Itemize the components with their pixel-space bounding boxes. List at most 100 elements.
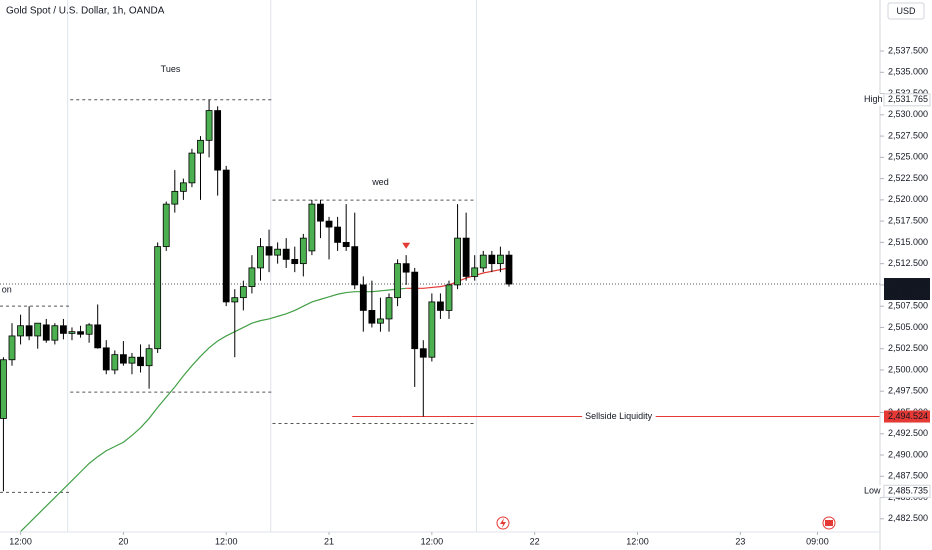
candle-body: [214, 110, 222, 171]
price-tag: [883, 93, 931, 107]
candle-body: [479, 254, 487, 269]
candle-body: [34, 322, 42, 337]
candle-body: [197, 139, 204, 154]
y-tick-label: 2,520.000: [888, 194, 928, 204]
y-tick-label: 2,535.000: [888, 67, 928, 77]
x-tick-label: 22: [530, 536, 540, 546]
candle-body: [68, 331, 76, 334]
plot-area: Sellside Liquidity on Tues wed: [0, 0, 880, 532]
y-tick-label: 2,517.500: [888, 215, 928, 225]
liquidity-label-bg: [582, 409, 656, 422]
candle-body: [334, 226, 342, 243]
y-tick-label: 2,497.500: [888, 386, 928, 396]
x-tick-label: 12:00: [421, 536, 444, 546]
price-tag-label: Low: [864, 486, 881, 496]
candle-body: [8, 335, 16, 361]
candle-body: [282, 248, 290, 260]
price-tag-value: 2,531.765: [888, 94, 928, 104]
y-tick-label: 2,527.500: [888, 130, 928, 140]
candle-body: [257, 246, 264, 269]
candle-body: [205, 110, 213, 141]
candle-body: [60, 325, 67, 334]
y-tick-label: 2,502.500: [888, 343, 928, 353]
candle-body: [454, 237, 461, 286]
candle-body: [325, 220, 333, 228]
candle-body: [368, 310, 376, 324]
moving-average: [20, 287, 407, 532]
candle-body: [239, 286, 247, 299]
last-price-value: 2,510.105: [888, 278, 928, 288]
y-tick-label: 2,512.500: [888, 258, 928, 268]
candle-body: [419, 348, 427, 358]
last-price-tag: [884, 278, 930, 301]
candle-body: [94, 324, 102, 349]
candle-body: [248, 267, 256, 288]
candle-body: [299, 237, 307, 265]
candle-body: [137, 356, 144, 367]
candle-body: [497, 254, 504, 265]
candle-body: [342, 241, 350, 248]
annotation: wed: [371, 177, 389, 187]
candle-body: [162, 203, 170, 248]
candle-body: [17, 325, 24, 337]
flag-icon[interactable]: [822, 516, 836, 530]
candle-body: [51, 325, 59, 341]
candle-body: [128, 356, 136, 364]
countdown: 23:41: [888, 288, 911, 298]
candle-body: [377, 318, 384, 324]
candle-body: [85, 324, 93, 335]
y-tick-label: 2,487.500: [888, 471, 928, 481]
annotation: Tues: [161, 64, 181, 74]
candle-body: [154, 246, 162, 350]
y-tick-label: 2,490.000: [888, 449, 928, 459]
candle-body: [394, 263, 401, 299]
candle-body: [437, 301, 444, 311]
x-tick-label: 12:00: [9, 536, 32, 546]
candle-body: [188, 152, 196, 184]
x-tick-label: 23: [735, 536, 745, 546]
y-tick-label: 2,492.500: [888, 428, 928, 438]
candle-body: [111, 354, 119, 371]
candle-body: [25, 325, 33, 337]
candle-body: [42, 324, 50, 341]
liquidity-tag-value: 2,494.524: [888, 411, 928, 421]
y-tick-label: 2,522.500: [888, 173, 928, 183]
liquidity-tag: [884, 410, 930, 423]
candle-body: [265, 246, 273, 256]
price-tag-value: 2,485.735: [888, 486, 928, 496]
x-tick-label: 09:00: [806, 536, 829, 546]
candle-body: [428, 301, 436, 358]
x-tick-label: 21: [324, 536, 334, 546]
candle-body: [145, 348, 153, 367]
y-tick-label: 2,505.000: [888, 322, 928, 332]
lightning-icon[interactable]: [496, 516, 510, 530]
candle-body: [488, 254, 496, 265]
candle-body: [102, 347, 110, 371]
candle-body: [308, 203, 316, 252]
candle-body: [411, 271, 419, 350]
y-tick-label: 2,530.000: [888, 109, 928, 119]
annotation: on: [2, 284, 12, 294]
currency-box[interactable]: [887, 2, 925, 20]
candle-body: [445, 284, 453, 311]
price-tag: [883, 484, 931, 498]
candle-body: [385, 297, 393, 320]
candle-body: [171, 190, 179, 205]
price-tag-label-bg: [860, 93, 884, 106]
signal-marker: [402, 242, 411, 249]
candle-body: [317, 203, 324, 222]
currency: USD: [896, 6, 916, 16]
y-tick-label: 2,500.000: [888, 364, 928, 374]
candle-body: [0, 359, 7, 419]
candle-body: [505, 254, 513, 285]
x-tick-label: 20: [118, 536, 128, 546]
y-tick-label: 2,532.500: [888, 88, 928, 98]
y-tick-label: 2,482.500: [888, 513, 928, 523]
candle-body: [402, 263, 410, 273]
liquidity-label: Sellside Liquidity: [585, 411, 653, 421]
candle-body: [291, 258, 299, 265]
candle-body: [462, 237, 470, 277]
candle-body: [222, 169, 230, 303]
candle-body: [471, 267, 479, 277]
